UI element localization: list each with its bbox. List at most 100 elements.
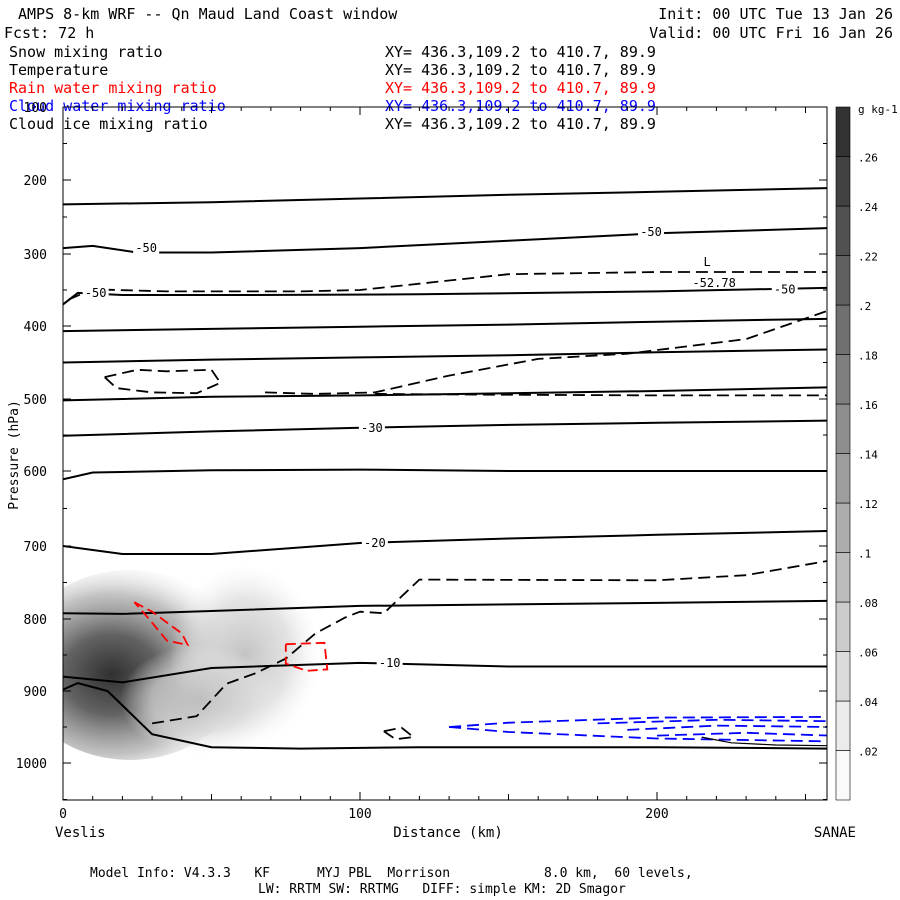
- colorbar-segment: [835, 502, 851, 553]
- cloud-water-contour: [449, 726, 827, 743]
- colorbar-tick-label: .06: [858, 647, 878, 660]
- x-axis-label: Distance (km): [393, 825, 503, 841]
- colorbar-tick-label: .26: [858, 152, 878, 165]
- colorbar-tick-label: .1: [858, 548, 871, 561]
- colorbar-segment: [835, 106, 851, 157]
- colorbar-tick-label: .2: [858, 300, 871, 313]
- colorbar-segment: [835, 403, 851, 454]
- field-legend-label: Snow mixing ratio: [9, 43, 163, 61]
- rain-water-contour: [133, 601, 190, 647]
- colorbar-tick-label: .14: [858, 449, 878, 462]
- isotherm-label-bg: [358, 419, 385, 434]
- isotherm-line: [63, 419, 827, 437]
- cloud-water-contour: [627, 724, 827, 731]
- y-tick-label: 100: [24, 101, 47, 116]
- field-legend-xy: XY= 436.3,109.2 to 410.7, 89.9: [385, 61, 656, 79]
- isotherm-label: -10: [379, 656, 401, 670]
- isotherm-label: -50: [774, 282, 796, 296]
- cloud-ice-contour: [151, 560, 827, 725]
- cloud-water-contour: [597, 718, 827, 725]
- valid-time: Valid: 00 UTC Fri 16 Jan 26: [649, 24, 893, 42]
- isotherm-line: [63, 599, 827, 615]
- cloud-water-contour: [449, 716, 827, 728]
- colorbar-tick-label: .02: [858, 746, 878, 759]
- y-tick-label: 200: [24, 174, 47, 189]
- y-tick-label: 600: [24, 465, 47, 480]
- isotherm-line: [63, 227, 827, 254]
- plot-frame: [62, 106, 828, 801]
- cloud-ice-contour: [701, 736, 827, 747]
- x-start-location: Veslis: [55, 825, 106, 841]
- colorbar-unit: g kg-1: [858, 103, 898, 116]
- y-tick-label: 400: [24, 320, 47, 335]
- y-tick-label: 500: [24, 393, 47, 408]
- y-tick-label: 700: [24, 540, 47, 555]
- field-legend-xy: XY= 436.3,109.2 to 410.7, 89.9: [385, 115, 656, 133]
- contour-labels: -50 -50 -50 -50 -30 -20 -10 L -52.78: [82, 223, 798, 670]
- init-time: Init: 00 UTC Tue 13 Jan 26: [658, 5, 893, 23]
- colorbar-segment: [835, 156, 851, 207]
- y-tick-label: 1000: [16, 757, 47, 772]
- field-legend-label: Rain water mixing ratio: [9, 79, 217, 97]
- colorbar: .02 .04 .06 .08 .1 .12 .14 .16 .18 .2 .22 .24 .26: [835, 106, 878, 801]
- isotherm-label: -30: [361, 421, 383, 435]
- snow-light-shading: [120, 645, 280, 755]
- isotherm-label-bg: [376, 654, 403, 669]
- y-axis: 100 200 300 400 500 600 700 800 900 1000: [16, 101, 827, 800]
- field-legend-label: Temperature: [9, 61, 108, 79]
- colorbar-segment: [835, 700, 851, 751]
- x-tick-label: 200: [645, 807, 668, 822]
- field-legend: Snow mixing ratio XY= 436.3,109.2 to 410.…: [9, 43, 656, 133]
- isotherm-line: [63, 286, 827, 306]
- isotherm-line: [63, 530, 827, 555]
- field-legend-label: Cloud ice mixing ratio: [9, 115, 208, 133]
- colorbar-segment: [835, 205, 851, 256]
- cloud-water-contour: [656, 731, 827, 737]
- y-tick-label: 900: [24, 685, 47, 700]
- colorbar-segment: [835, 255, 851, 306]
- isotherm-label-bg: [771, 281, 798, 296]
- colorbar-tick-label: .18: [858, 350, 878, 363]
- x-tick-label: 100: [348, 807, 371, 822]
- cloud-ice-contour: [383, 726, 416, 741]
- cloud-ice-contour: [374, 393, 827, 397]
- colorbar-segment: [835, 354, 851, 405]
- low-center-letter: L: [703, 255, 710, 269]
- colorbar-segment: [835, 750, 851, 801]
- isotherm-label: -50: [640, 225, 662, 239]
- colorbar-segment: [835, 453, 851, 504]
- isotherm-label: -50: [135, 241, 157, 255]
- colorbar-tick-label: .22: [858, 251, 878, 264]
- cloud-ice-contour: [264, 310, 827, 395]
- x-tick-label: 0: [59, 807, 67, 822]
- field-legend-xy: XY= 436.3,109.2 to 410.7, 89.9: [385, 79, 656, 97]
- snow-shading: [63, 565, 320, 760]
- contour-layer: [63, 187, 827, 750]
- model-info-line-1: Model Info: V4.3.3 KF MYJ PBL Morrison 8…: [90, 866, 693, 881]
- x-axis: 0 100 200: [59, 107, 806, 822]
- colorbar-tick-label: .16: [858, 399, 878, 412]
- isotherm-label-bg: [638, 223, 665, 238]
- colorbar-segment: [835, 601, 851, 652]
- isotherm-label: -20: [364, 536, 386, 550]
- low-center-value: -52.78: [692, 276, 735, 290]
- field-legend-xy: XY= 436.3,109.2 to 410.7, 89.9: [385, 97, 656, 115]
- isotherm-line: [63, 682, 827, 750]
- isotherm-label-bg: [361, 535, 388, 549]
- cloud-ice-contour: [103, 368, 222, 395]
- colorbar-segment: [835, 552, 851, 603]
- isotherm-line: [63, 386, 827, 402]
- y-tick-label: 800: [24, 613, 47, 628]
- colorbar-tick-label: .24: [858, 201, 878, 214]
- y-tick-label: 300: [24, 248, 47, 263]
- forecast-hour: Fcst: 72 h: [4, 24, 94, 42]
- colorbar-segment: [835, 651, 851, 702]
- figure-title: AMPS 8-km WRF -- Qn Maud Land Coast wind…: [18, 5, 398, 23]
- isotherm-line: [63, 468, 827, 481]
- colorbar-segment: [835, 304, 851, 355]
- isotherm-label-bg: [133, 240, 160, 255]
- rain-water-contour: [284, 641, 329, 672]
- y-axis-label: Pressure (hPa): [7, 400, 22, 510]
- model-info-line-2: LW: RRTM SW: RRTMG DIFF: simple KM: 2D S…: [258, 882, 626, 897]
